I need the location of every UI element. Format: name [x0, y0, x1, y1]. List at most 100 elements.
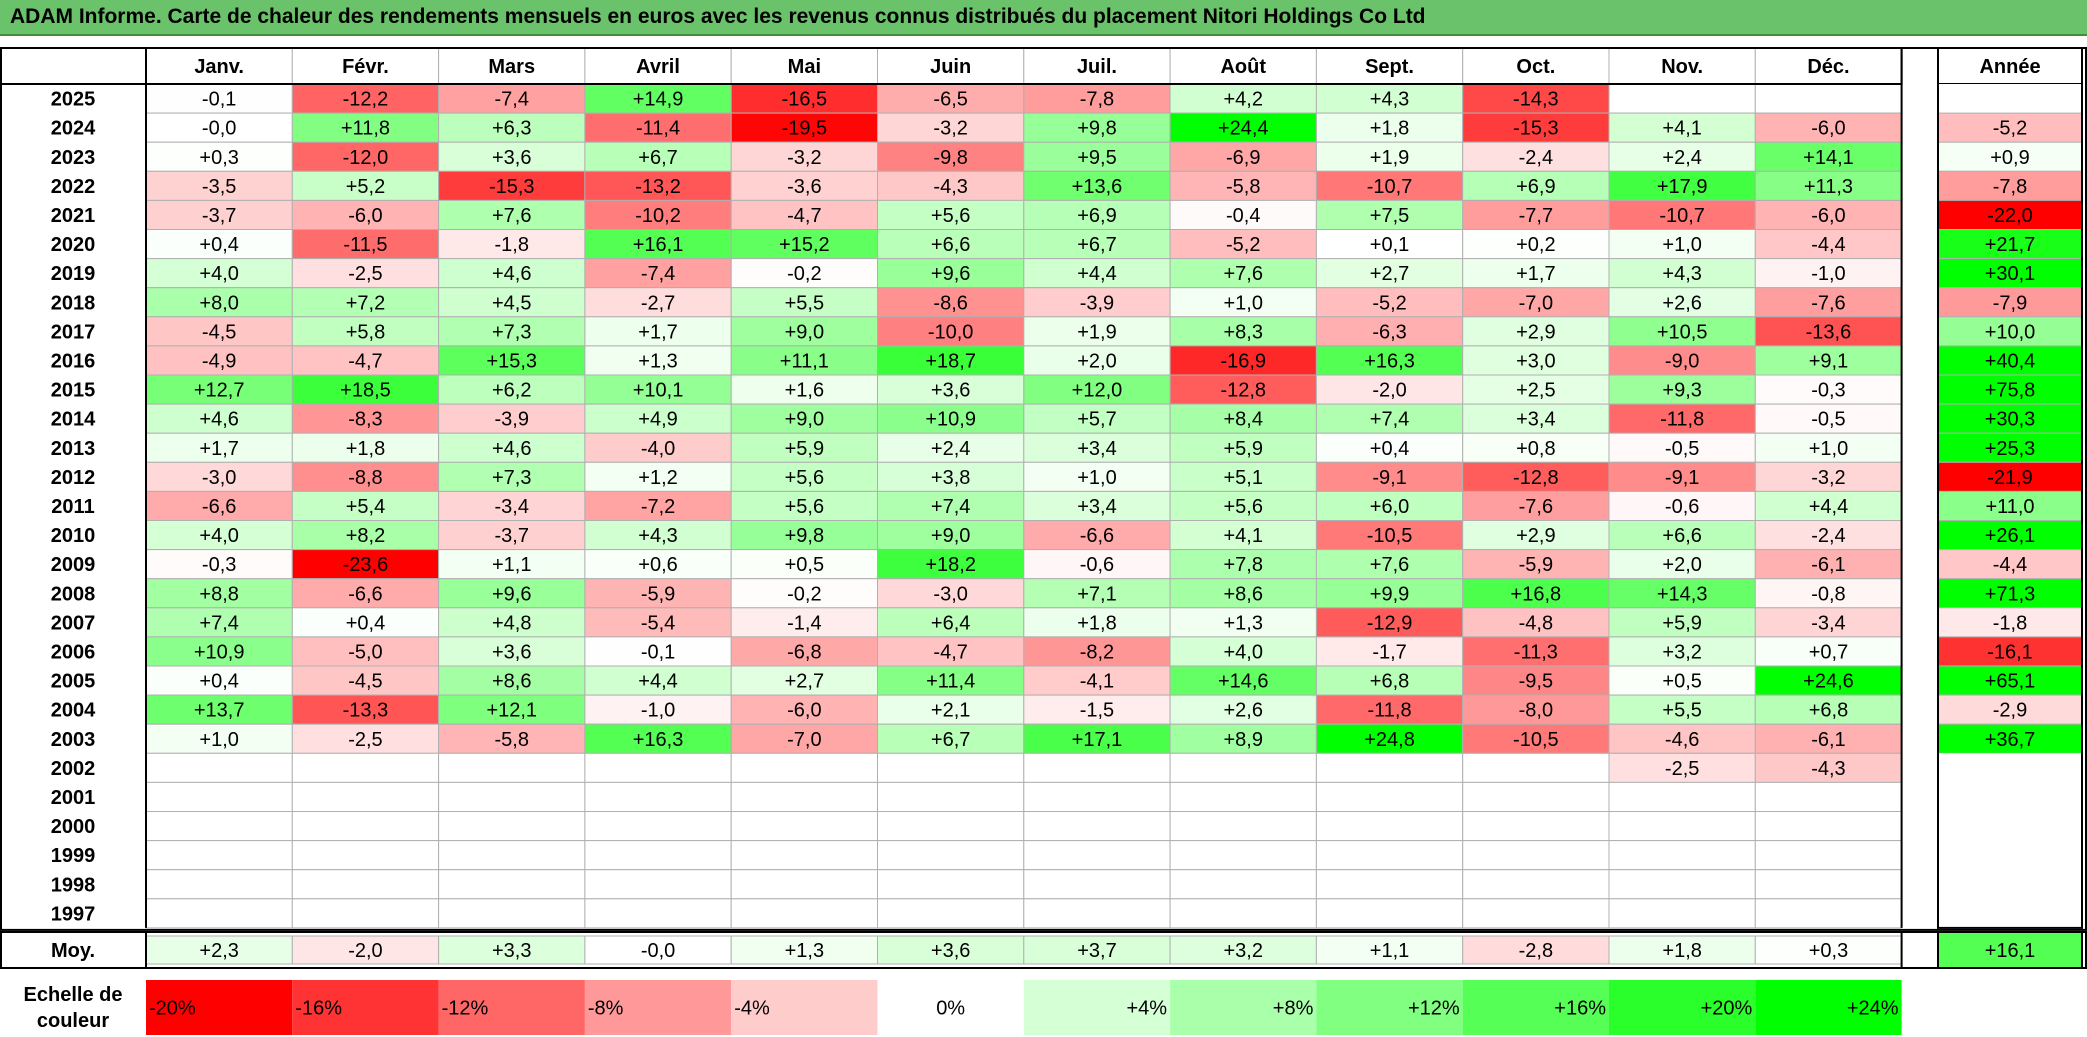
heatmap-cell [730, 345, 879, 376]
scale-label-line2: couleur [37, 1010, 109, 1032]
cell-value: -15,3 [489, 176, 535, 198]
heatmap-cell [438, 170, 586, 201]
cell-value: +8,6 [492, 671, 531, 693]
cell-value: +1,0 [199, 729, 238, 751]
heatmap-cell [1462, 432, 1610, 463]
scale-label: +20% [1701, 998, 1753, 1020]
heatmap-cell [1462, 403, 1610, 434]
cell-value: -0,2 [787, 583, 821, 605]
cell-value: +10,5 [1657, 321, 1708, 343]
cell-value: +3,4 [1077, 496, 1116, 518]
heatmap-cell [1754, 316, 1903, 347]
cell-value: -6,0 [1811, 118, 1845, 140]
annual-cell [1937, 549, 2083, 580]
cell-value: -2,0 [1372, 380, 1406, 402]
heatmap-cell [877, 636, 1025, 667]
cell-value: +3,4 [1516, 409, 1555, 431]
heatmap-cell [291, 781, 440, 813]
heatmap-cell [291, 461, 440, 492]
cell-value: +0,5 [1662, 671, 1701, 693]
heatmap-cell [1754, 578, 1903, 609]
heatmap-cell [730, 374, 879, 405]
cell-value: +4,5 [492, 292, 531, 314]
cell-value: +5,8 [346, 321, 385, 343]
heatmap-cell [1608, 112, 1756, 143]
cell-value: +3,6 [492, 147, 531, 169]
scale-swatch [1755, 980, 1902, 1035]
month-header: Nov. [1661, 56, 1703, 78]
heatmap-cell [1023, 898, 1171, 929]
cell-value: +0,8 [1516, 438, 1555, 460]
cell-value: -3,5 [202, 176, 236, 198]
cell-value: +9,6 [492, 583, 531, 605]
heatmap-cell [438, 287, 586, 318]
heatmap-cell [877, 112, 1025, 143]
heatmap-cell [1754, 112, 1903, 143]
cell-value: +8,0 [199, 292, 238, 314]
cell-value: -0,1 [641, 641, 675, 663]
heatmap-cell [730, 403, 879, 434]
heatmap-cell [1754, 781, 1903, 813]
year-label: 2017 [51, 321, 96, 343]
cell-value: -12,8 [1220, 380, 1266, 402]
cell-value: -2,4 [1519, 147, 1553, 169]
cell-value: +1,8 [1370, 118, 1409, 140]
cell-value: -6,0 [348, 205, 382, 227]
cell-value: -12,9 [1367, 612, 1413, 634]
scale-label: -4% [734, 998, 770, 1020]
cell-value: +11,4 [926, 671, 975, 693]
heatmap-cell [1608, 141, 1756, 172]
average-value: +0,3 [1809, 940, 1848, 962]
cell-value: +1,3 [1224, 612, 1263, 634]
heatmap-cell [438, 403, 586, 434]
heatmap-cell [291, 811, 440, 842]
cell-value: +9,8 [785, 525, 824, 547]
heatmap-cell [1462, 83, 1610, 114]
cell-value: +15,2 [779, 234, 830, 256]
heatmap-cell [584, 461, 732, 492]
cell-value: -3,9 [1080, 292, 1114, 314]
heatmap-cell [730, 578, 879, 609]
heatmap-cell [1023, 723, 1171, 754]
cell-value: -16,5 [782, 89, 828, 111]
year-label: 1999 [51, 845, 96, 867]
cell-value: -6,6 [202, 496, 236, 518]
heatmap-cell [438, 869, 586, 900]
cell-value: +2,4 [931, 438, 970, 460]
heatmap-cell [730, 287, 879, 318]
cell-value: -6,6 [348, 583, 382, 605]
heatmap-cell [291, 345, 440, 376]
cell-value: +14,6 [1218, 671, 1269, 693]
heatmap-cell [291, 229, 440, 260]
heatmap-cell [438, 840, 586, 871]
scale-label: +12% [1408, 998, 1460, 1020]
cell-value: +4,6 [199, 409, 238, 431]
heatmap-cell [1315, 258, 1464, 289]
cell-value: +6,0 [1370, 496, 1409, 518]
heatmap-cell [584, 316, 732, 347]
heatmap-cell [1315, 316, 1464, 347]
cell-value: -9,1 [1665, 467, 1699, 489]
heatmap-cell [1754, 869, 1903, 900]
cell-value: -3,2 [787, 147, 821, 169]
heatmap-cell [1754, 229, 1903, 260]
year-label: 2007 [51, 612, 96, 634]
cell-value: -11,8 [1660, 409, 1704, 431]
cell-value: -11,3 [1514, 641, 1558, 663]
cell-value: +7,6 [492, 205, 531, 227]
heatmap-cell [877, 287, 1025, 318]
heatmap-cell [1023, 83, 1171, 114]
cell-value: -9,8 [933, 147, 967, 169]
heatmap-cell [438, 811, 586, 842]
heatmap-cell [1608, 811, 1756, 842]
cell-value: +14,1 [1803, 147, 1854, 169]
average-annual-value: +16,1 [1985, 940, 2036, 962]
cell-value: -14,3 [1513, 89, 1559, 111]
heatmap-cell [1023, 112, 1171, 143]
cell-value: -4,8 [1519, 612, 1553, 634]
cell-value: -10,5 [1513, 729, 1559, 751]
annual-cell [1937, 461, 2083, 492]
heatmap-cell [1462, 461, 1610, 492]
annual-cell [1937, 141, 2083, 172]
scale-swatch [1316, 980, 1463, 1035]
